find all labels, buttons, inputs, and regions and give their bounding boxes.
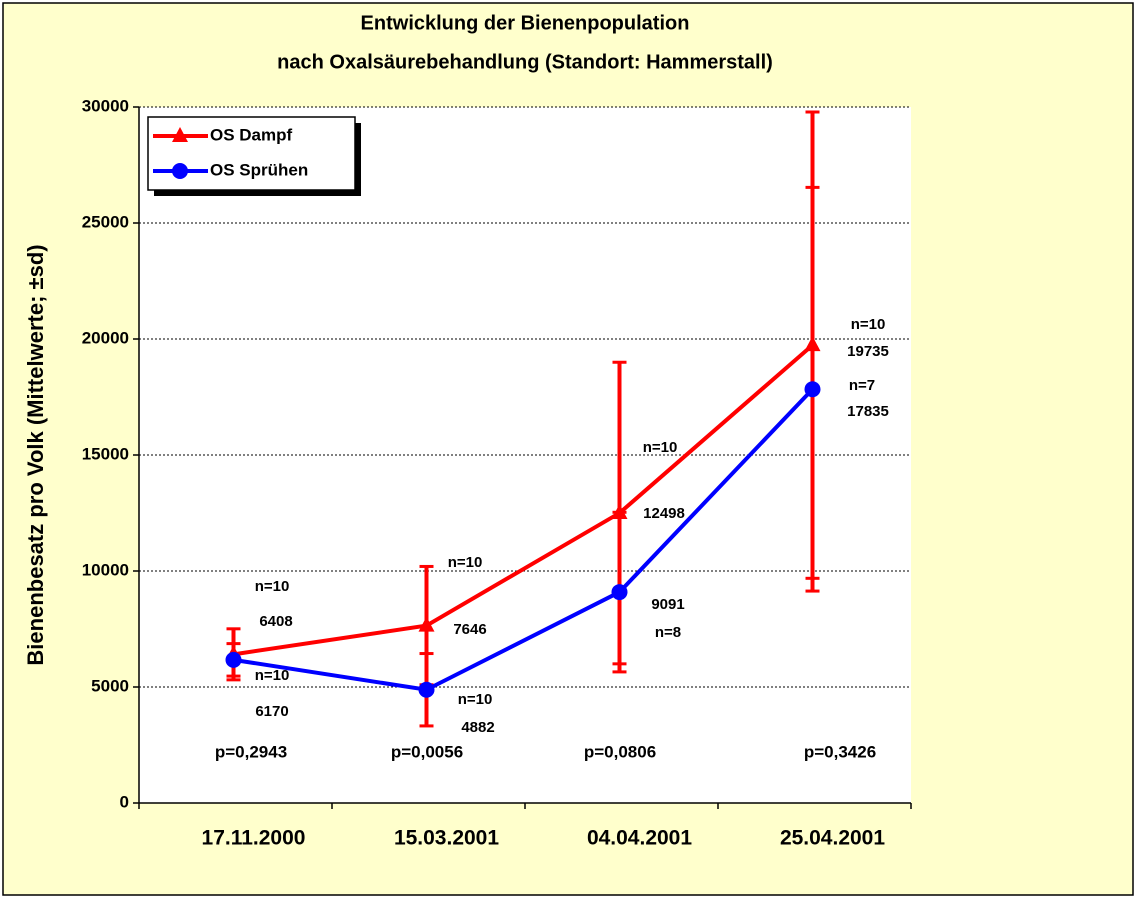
n-label: n=10 — [851, 316, 886, 333]
series-line — [233, 343, 814, 657]
data-label: 6170 — [255, 703, 288, 720]
legend-marker — [172, 127, 188, 142]
marker — [804, 381, 821, 398]
marker — [611, 504, 628, 520]
data-label: 17835 — [847, 403, 889, 420]
marker — [418, 616, 435, 632]
y-tick-label: 30000 — [82, 96, 129, 115]
n-label: n=10 — [448, 554, 483, 571]
n-label: n=10 — [643, 439, 678, 456]
y-tick-label: 25000 — [82, 212, 129, 231]
legend-label: OS Sprühen — [210, 160, 308, 179]
series-line — [233, 387, 814, 692]
data-label: 19735 — [847, 343, 889, 360]
data-label: 4882 — [461, 719, 494, 736]
y-tick-label: 5000 — [91, 676, 129, 695]
p-value: p=0,2943 — [215, 742, 287, 761]
p-value: p=0,0806 — [584, 742, 656, 761]
y-tick-label: 10000 — [82, 560, 129, 579]
marker — [804, 336, 821, 352]
y-tick-label: 15000 — [82, 444, 129, 463]
data-label: 9091 — [651, 596, 684, 613]
y-tick-label: 0 — [120, 792, 129, 811]
n-label: n=10 — [458, 691, 493, 708]
x-tick-label: 15.03.2001 — [394, 827, 499, 850]
data-label: 7646 — [453, 621, 486, 638]
chart-title: nach Oxalsäurebehandlung (Standort: Hamm… — [277, 51, 773, 73]
n-label: n=10 — [255, 667, 290, 684]
x-tick-label: 25.04.2001 — [780, 827, 885, 850]
data-label: 12498 — [643, 505, 685, 522]
n-label: n=8 — [655, 624, 681, 641]
x-tick-label: 17.11.2000 — [202, 827, 306, 850]
n-label: n=10 — [255, 578, 290, 595]
marker — [225, 651, 242, 668]
legend-label: OS Dampf — [210, 125, 293, 144]
marker — [418, 681, 435, 698]
chart-title: Entwicklung der Bienenpopulation — [361, 12, 690, 34]
n-label: n=7 — [849, 377, 875, 394]
marker — [611, 584, 628, 601]
y-tick-label: 20000 — [82, 328, 129, 347]
legend-marker — [172, 163, 188, 179]
p-value: p=0,3426 — [804, 742, 876, 761]
x-tick-label: 04.04.2001 — [587, 827, 692, 850]
y-axis-label: Bienenbesatz pro Volk (Mittelwerte; ±sd) — [23, 244, 48, 665]
p-value: p=0,0056 — [391, 742, 463, 761]
data-label: 6408 — [259, 613, 292, 630]
